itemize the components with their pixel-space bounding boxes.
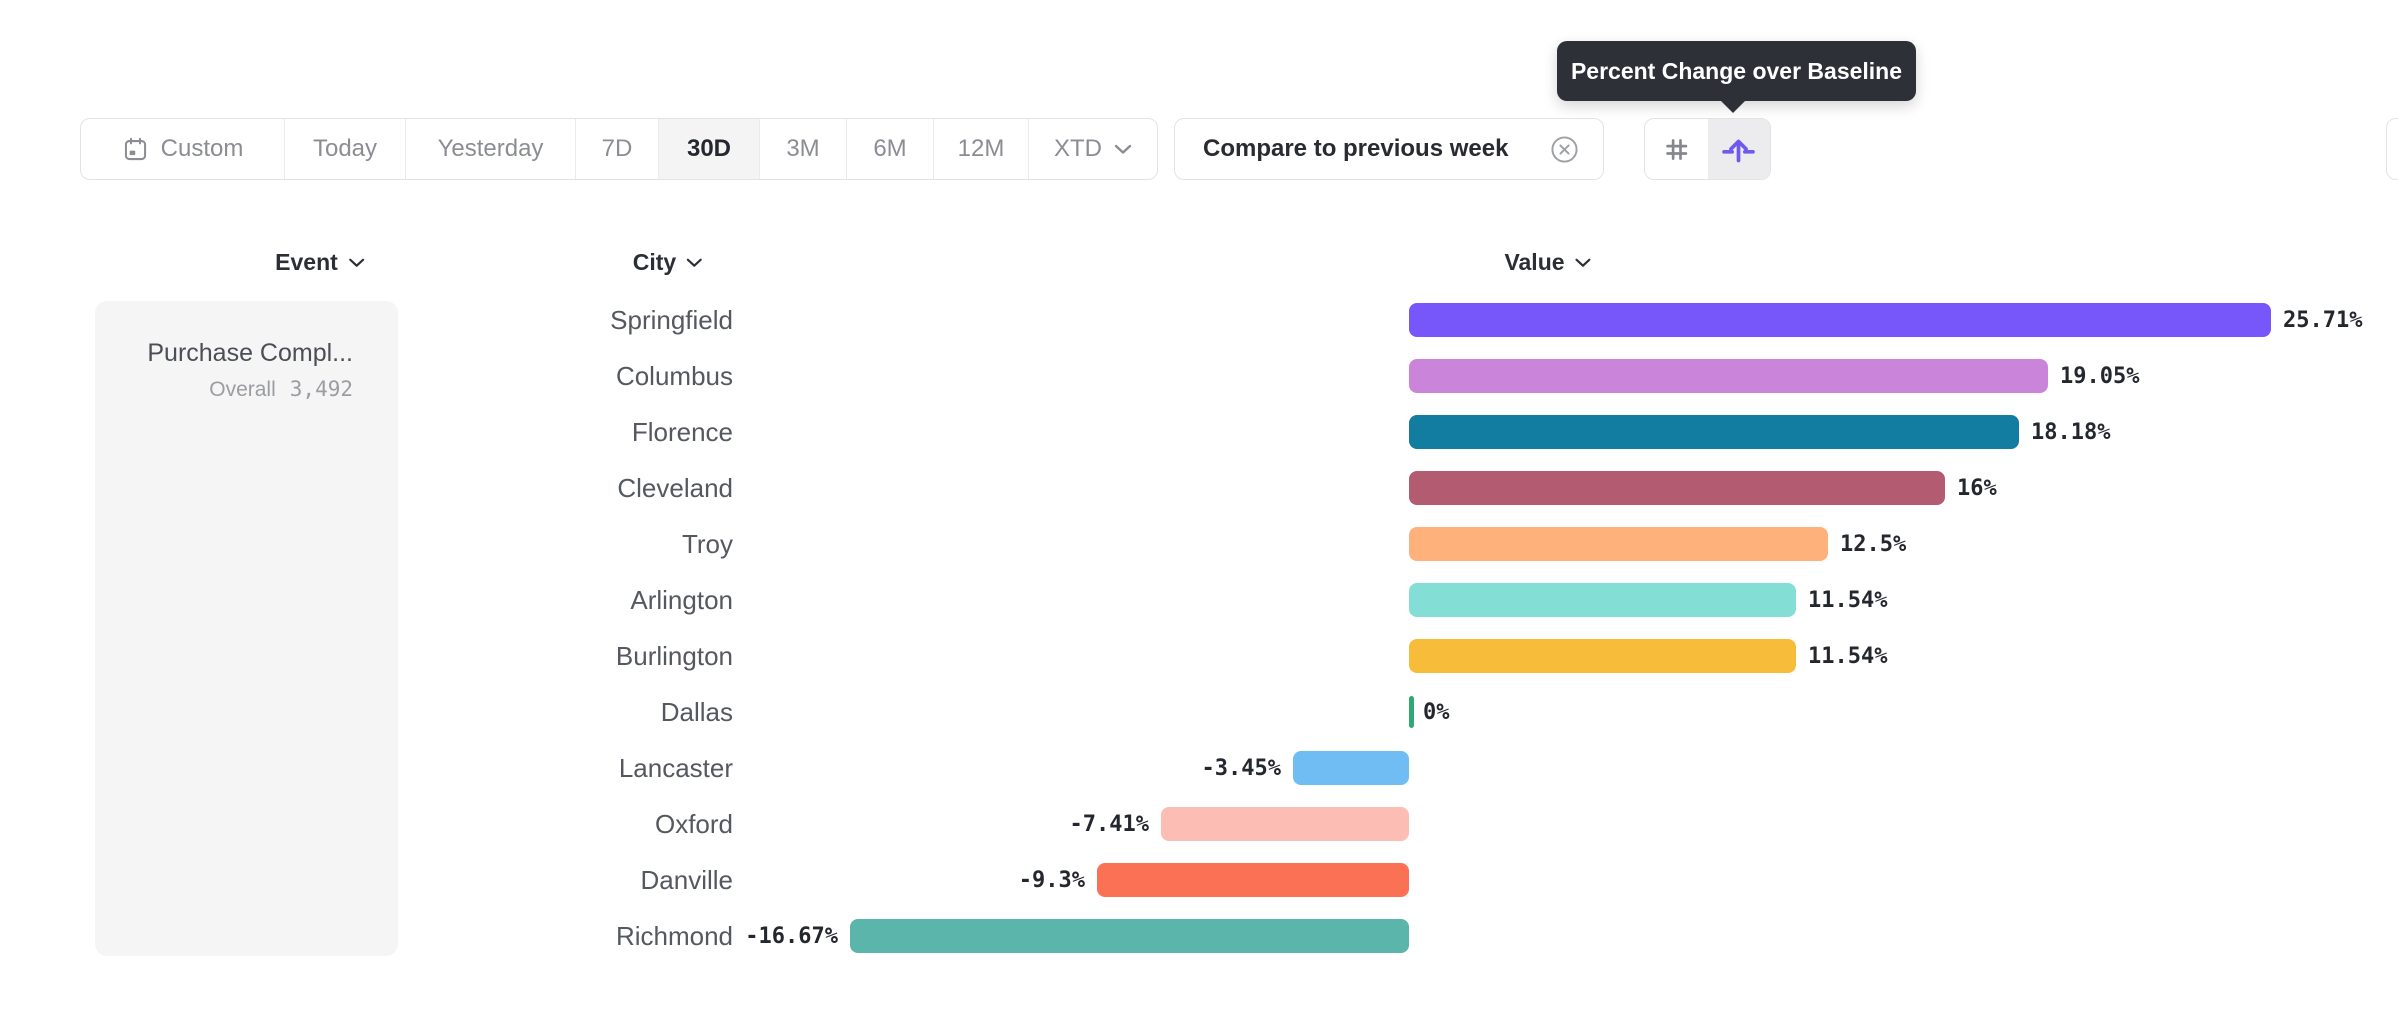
city-label: Richmond	[615, 921, 733, 951]
date-range-label: Yesterday	[437, 135, 544, 162]
value-bar[interactable]	[1409, 359, 2048, 393]
date-range-custom[interactable]: Custom	[81, 119, 285, 179]
percent-change-icon	[1720, 131, 1757, 168]
event-overall-row: Overall 3,492	[209, 377, 353, 402]
value-label: 0%	[1423, 700, 1450, 725]
value-bar[interactable]	[1409, 696, 1414, 728]
value-label: 25.71%	[2283, 308, 2363, 333]
column-header-event[interactable]: Event	[275, 248, 365, 276]
city-label: Danville	[640, 865, 734, 895]
overall-value: 3,492	[289, 377, 353, 401]
city-label: Cleveland	[617, 473, 733, 503]
value-label: 11.54%	[1808, 588, 1888, 613]
value-label: -16.67%	[745, 924, 838, 949]
value-bar[interactable]	[1409, 303, 2271, 337]
clipped-toolbar-button[interactable]	[2386, 118, 2398, 180]
chevron-down-icon	[1114, 143, 1132, 155]
city-label: Lancaster	[618, 753, 733, 783]
city-label: Springfield	[610, 305, 733, 335]
compare-to-previous-week-button[interactable]: Compare to previous week	[1174, 118, 1604, 180]
tooltip-text: Percent Change over Baseline	[1570, 57, 1903, 84]
event-card[interactable]: Purchase Compl... Overall 3,492	[95, 301, 398, 956]
chart-row: Lancaster -3.45%	[0, 740, 2398, 796]
chevron-down-icon	[1575, 257, 1592, 268]
date-range-3m[interactable]: 3M	[760, 119, 847, 179]
column-header-city[interactable]: City	[633, 248, 703, 276]
chart-row: Troy 12.5%	[0, 516, 2398, 572]
date-range-label: XTD	[1054, 135, 1102, 162]
calendar-icon	[122, 136, 149, 163]
value-bar[interactable]	[1409, 471, 1945, 505]
column-label: Value	[1504, 249, 1565, 275]
date-range-label: Custom	[160, 135, 244, 162]
chart-row: Richmond -16.67%	[0, 908, 2398, 964]
hash-icon	[1662, 135, 1691, 164]
metric-format-toggle	[1644, 118, 1771, 180]
date-range-label: 12M	[957, 135, 1005, 162]
value-bar[interactable]	[1293, 751, 1409, 785]
value-bar[interactable]	[850, 919, 1409, 953]
chevron-down-icon	[348, 257, 365, 268]
value-bar[interactable]	[1409, 527, 1828, 561]
value-label: 19.05%	[2060, 364, 2140, 389]
date-range-label: Today	[312, 135, 378, 162]
date-range-7d[interactable]: 7D	[576, 119, 659, 179]
date-range-picker: Custom Today Yesterday 7D 30D 3M 6M 12M …	[80, 118, 1158, 180]
chart-row: Arlington 11.54%	[0, 572, 2398, 628]
chart-row: Dallas 0%	[0, 684, 2398, 740]
date-range-30d[interactable]: 30D	[659, 119, 760, 179]
absolute-values-button[interactable]	[1645, 119, 1708, 179]
value-label: -7.41%	[1069, 812, 1149, 837]
column-label: Event	[275, 249, 338, 275]
value-label: -3.45%	[1201, 756, 1281, 781]
city-label: Troy	[681, 529, 733, 559]
chart-row: Burlington 11.54%	[0, 628, 2398, 684]
value-label: 11.54%	[1808, 644, 1888, 669]
date-range-12m[interactable]: 12M	[934, 119, 1029, 179]
column-label: City	[632, 249, 677, 275]
date-range-label: 6M	[873, 135, 907, 162]
value-label: 16%	[1957, 476, 1997, 501]
value-bar[interactable]	[1409, 583, 1796, 617]
city-label: Oxford	[654, 809, 733, 839]
date-range-xtd[interactable]: XTD	[1029, 119, 1157, 179]
tooltip: Percent Change over Baseline	[1557, 41, 1916, 113]
date-range-6m[interactable]: 6M	[847, 119, 934, 179]
value-bar[interactable]	[1097, 863, 1409, 897]
value-bar[interactable]	[1409, 415, 2019, 449]
value-bar[interactable]	[1161, 807, 1409, 841]
city-label: Arlington	[630, 585, 733, 615]
city-label: Dallas	[660, 697, 733, 727]
bar-chart: Springfield 25.71% Columbus 19.05% Florence 1…	[0, 292, 2398, 964]
value-label: -9.3%	[1018, 868, 1085, 893]
chart-row: Springfield 25.71%	[0, 292, 2398, 348]
chevron-down-icon	[686, 257, 703, 268]
city-label: Burlington	[615, 641, 733, 671]
chart-row: Oxford -7.41%	[0, 796, 2398, 852]
compare-label: Compare to previous week	[1203, 135, 1509, 162]
circle-x-icon[interactable]	[1550, 135, 1579, 164]
value-label: 12.5%	[1840, 532, 1907, 557]
date-range-label: 7D	[601, 135, 633, 162]
date-range-today[interactable]: Today	[285, 119, 406, 179]
chart-row: Cleveland 16%	[0, 460, 2398, 516]
city-label: Florence	[631, 417, 733, 447]
date-range-label: 30D	[686, 135, 732, 162]
value-bar[interactable]	[1409, 639, 1796, 673]
chart-row: Danville -9.3%	[0, 852, 2398, 908]
chart-row: Florence 18.18%	[0, 404, 2398, 460]
date-range-yesterday[interactable]: Yesterday	[406, 119, 576, 179]
toolbar: Custom Today Yesterday 7D 30D 3M 6M 12M …	[0, 0, 2398, 200]
date-range-label: 3M	[786, 135, 820, 162]
chart-row: Columbus 19.05%	[0, 348, 2398, 404]
column-header-value[interactable]: Value	[1504, 248, 1591, 276]
value-label: 18.18%	[2031, 420, 2111, 445]
city-label: Columbus	[615, 361, 733, 391]
percent-change-button[interactable]	[1707, 119, 1770, 179]
tooltip-caret	[1720, 100, 1746, 113]
overall-label: Overall	[209, 378, 276, 401]
event-name: Purchase Compl...	[147, 339, 353, 367]
